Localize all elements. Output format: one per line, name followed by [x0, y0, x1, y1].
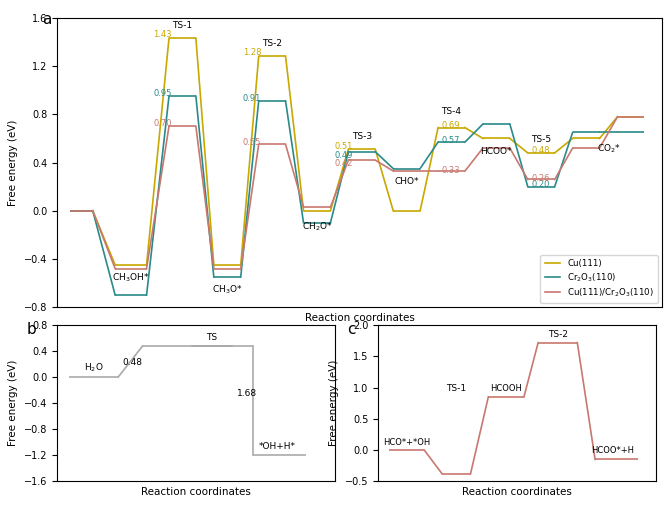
Text: CH$_3$O*: CH$_3$O*: [212, 283, 243, 295]
Text: TS-1: TS-1: [446, 383, 466, 393]
Text: HCOO*+H: HCOO*+H: [591, 446, 634, 455]
Text: 0.26: 0.26: [531, 174, 550, 183]
Text: CHO*: CHO*: [395, 177, 419, 186]
Text: CO$_2$*: CO$_2$*: [597, 142, 620, 155]
Text: 0.91: 0.91: [243, 94, 262, 103]
Text: TS-5: TS-5: [531, 136, 551, 144]
Y-axis label: Free energy (eV): Free energy (eV): [329, 360, 339, 446]
Text: 1.28: 1.28: [243, 48, 262, 57]
Text: TS-1: TS-1: [173, 21, 193, 30]
X-axis label: Reaction coordinates: Reaction coordinates: [462, 487, 572, 497]
Text: CH$_2$O*: CH$_2$O*: [302, 220, 332, 233]
Text: 0.51: 0.51: [334, 142, 353, 152]
Text: 0.70: 0.70: [153, 119, 172, 129]
Text: 0.48: 0.48: [531, 146, 550, 155]
Text: HCOO*: HCOO*: [480, 147, 512, 156]
Text: 1.68: 1.68: [237, 389, 257, 398]
Text: 0.49: 0.49: [334, 151, 353, 160]
Text: TS-2: TS-2: [548, 330, 568, 339]
Text: 0.20: 0.20: [531, 180, 550, 189]
Text: 1.43: 1.43: [153, 30, 172, 39]
Text: H$_2$O: H$_2$O: [84, 361, 104, 374]
Text: b: b: [26, 322, 36, 337]
Text: CH$_3$OH*: CH$_3$OH*: [112, 271, 150, 284]
Text: *OH+H*: *OH+H*: [259, 442, 296, 452]
Text: c: c: [347, 322, 356, 337]
Text: TS-4: TS-4: [442, 106, 462, 116]
Y-axis label: Free energy (eV): Free energy (eV): [8, 119, 18, 206]
Text: HCO*+*OH: HCO*+*OH: [383, 438, 430, 447]
Text: 0.57: 0.57: [442, 136, 460, 145]
Y-axis label: Free energy (eV): Free energy (eV): [8, 360, 18, 446]
Text: HCOOH: HCOOH: [490, 384, 522, 393]
Text: 0.33: 0.33: [442, 166, 460, 176]
Text: TS: TS: [207, 333, 217, 342]
Text: 0.42: 0.42: [334, 159, 353, 168]
Text: 0.95: 0.95: [153, 90, 172, 98]
Text: 0.48: 0.48: [122, 358, 142, 367]
X-axis label: Reaction coordinates: Reaction coordinates: [140, 487, 251, 497]
Text: TS-2: TS-2: [262, 39, 282, 48]
Text: a: a: [41, 12, 51, 27]
Text: 0.69: 0.69: [442, 121, 460, 130]
Text: 0.55: 0.55: [243, 138, 262, 146]
Text: TS-3: TS-3: [352, 132, 372, 141]
Legend: Cu(111), Cr$_2$O$_3$(110), Cu(111)/Cr$_2$O$_3$(110): Cu(111), Cr$_2$O$_3$(110), Cu(111)/Cr$_2…: [541, 255, 658, 303]
X-axis label: Reaction coordinates: Reaction coordinates: [304, 313, 415, 323]
